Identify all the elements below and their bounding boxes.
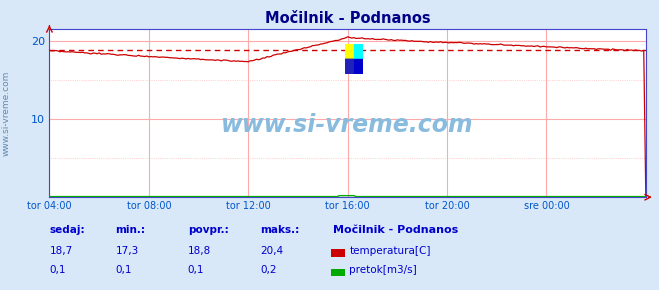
Text: sedaj:: sedaj: xyxy=(49,225,85,235)
Text: pretok[m3/s]: pretok[m3/s] xyxy=(349,265,417,275)
Text: maks.:: maks.: xyxy=(260,225,300,235)
Bar xyxy=(345,44,354,59)
Text: Močilnik - Podnanos: Močilnik - Podnanos xyxy=(333,225,458,235)
Text: www.si-vreme.com: www.si-vreme.com xyxy=(221,113,474,137)
Bar xyxy=(354,44,363,59)
Text: min.:: min.: xyxy=(115,225,146,235)
Text: 18,8: 18,8 xyxy=(188,246,211,256)
Text: 18,7: 18,7 xyxy=(49,246,72,256)
Text: 0,1: 0,1 xyxy=(188,265,204,275)
Polygon shape xyxy=(345,59,354,75)
Text: povpr.:: povpr.: xyxy=(188,225,229,235)
Polygon shape xyxy=(345,59,354,75)
Text: temperatura[C]: temperatura[C] xyxy=(349,246,431,256)
Text: 20,4: 20,4 xyxy=(260,246,283,256)
Text: 0,2: 0,2 xyxy=(260,265,277,275)
Text: 0,1: 0,1 xyxy=(115,265,132,275)
Text: 0,1: 0,1 xyxy=(49,265,66,275)
Bar xyxy=(354,59,363,75)
Title: Močilnik - Podnanos: Močilnik - Podnanos xyxy=(265,11,430,26)
Text: 17,3: 17,3 xyxy=(115,246,138,256)
Text: www.si-vreme.com: www.si-vreme.com xyxy=(2,70,11,156)
